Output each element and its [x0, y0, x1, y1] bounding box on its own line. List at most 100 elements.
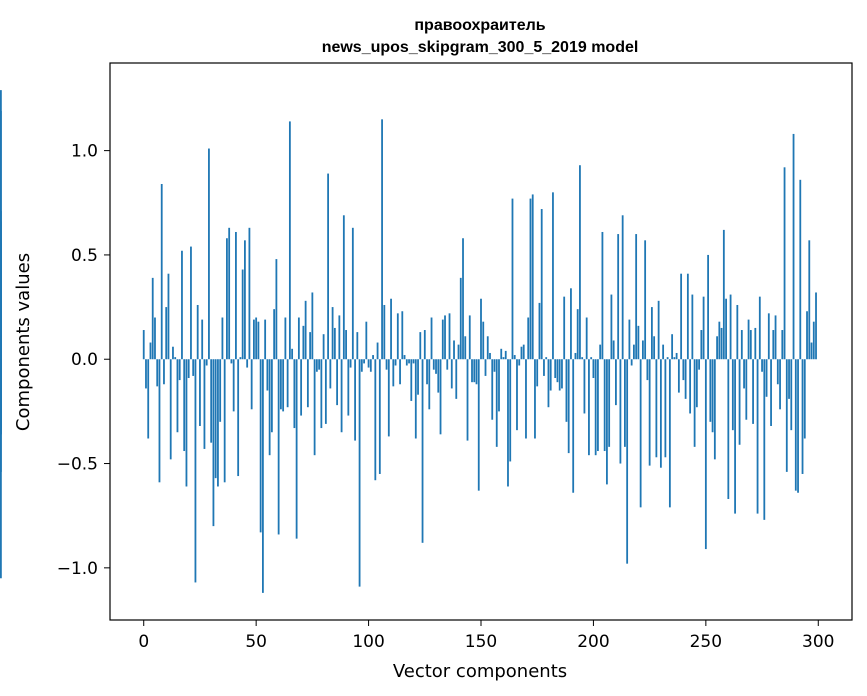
- bar-150: [480, 298, 482, 360]
- bar-80: [322, 334, 325, 360]
- bar-24: [196, 304, 199, 360]
- bar-233: [666, 357, 669, 360]
- bar-10: [165, 307, 168, 360]
- bar-31: [212, 359, 215, 527]
- bar-286: [785, 359, 788, 472]
- bar-92: [349, 359, 352, 368]
- bar-164: [511, 198, 514, 360]
- bar-242: [686, 273, 689, 360]
- bar-51: [257, 321, 260, 360]
- bar-220: [637, 325, 640, 360]
- bar-6: [156, 359, 159, 387]
- bar-95: [356, 332, 359, 360]
- bar-52: [259, 359, 262, 533]
- bar-251: [707, 254, 709, 360]
- bar-221: [639, 359, 642, 508]
- bar-87: [338, 315, 341, 360]
- bar-65: [288, 121, 291, 360]
- bar-82: [327, 173, 329, 360]
- bar-18: [183, 359, 186, 452]
- bar-327: [0, 336, 2, 360]
- bar-152: [484, 359, 487, 376]
- bar-272: [754, 327, 757, 360]
- bar-101: [369, 359, 372, 372]
- bar-138: [453, 340, 455, 360]
- bar-3: [149, 342, 152, 360]
- bar-76: [313, 359, 316, 456]
- bar-326: [0, 273, 2, 360]
- bar-196: [583, 359, 586, 414]
- bar-228: [655, 359, 658, 458]
- bar-89: [342, 215, 345, 360]
- bar-237: [675, 352, 678, 360]
- bar-91: [347, 359, 350, 416]
- bar-122: [417, 359, 419, 395]
- bar-54: [264, 319, 267, 360]
- bar-208: [610, 294, 613, 360]
- bar-154: [489, 352, 491, 360]
- bar-165: [513, 355, 516, 360]
- x-axis: 0 50 100 150 200 250 300: [138, 620, 834, 652]
- bar-213: [621, 215, 624, 360]
- bar-117: [405, 359, 408, 366]
- bar-224: [646, 359, 649, 381]
- bar-153: [486, 336, 489, 360]
- bar-77: [315, 359, 318, 372]
- bar-202: [597, 359, 599, 452]
- bar-248: [700, 330, 703, 360]
- bar-191: [572, 359, 575, 493]
- bar-20: [187, 359, 190, 379]
- bar-132: [439, 359, 442, 435]
- bar-227: [653, 336, 656, 360]
- bar-8: [160, 184, 163, 360]
- bar-127: [428, 359, 431, 410]
- bar-0: [142, 330, 145, 360]
- bar-7: [158, 359, 161, 483]
- bar-253: [711, 359, 714, 433]
- bar-167: [518, 359, 521, 366]
- bar-46: [246, 359, 249, 368]
- bar-200: [592, 359, 595, 379]
- bar-222: [641, 340, 644, 360]
- bar-105: [378, 359, 381, 474]
- bar-240: [682, 359, 685, 381]
- bar-261: [729, 294, 732, 360]
- bar-59: [275, 259, 278, 360]
- bar-96: [358, 359, 361, 587]
- bar-175: [536, 359, 539, 387]
- bar-108: [385, 359, 388, 370]
- bar-84: [331, 307, 334, 360]
- bar-260: [727, 359, 730, 499]
- bar-273: [756, 359, 759, 514]
- bar-104: [376, 342, 379, 360]
- bar-93: [351, 227, 354, 360]
- bar-58: [273, 309, 276, 360]
- bar-45: [244, 240, 246, 360]
- bar-141: [459, 277, 462, 360]
- bar-39: [230, 359, 233, 364]
- bar-120: [412, 359, 415, 364]
- bar-199: [590, 357, 593, 360]
- bar-281: [774, 315, 777, 360]
- bar-249: [702, 296, 705, 360]
- bar-263: [734, 359, 736, 514]
- bar-155: [491, 359, 494, 420]
- bar-130: [435, 359, 437, 374]
- bar-188: [565, 359, 568, 422]
- x-axis-label: Vector components: [393, 661, 567, 682]
- bar-86: [336, 359, 338, 406]
- bar-30: [210, 359, 213, 443]
- bar-276: [763, 359, 766, 520]
- bar-48: [250, 359, 253, 410]
- bar-293: [801, 359, 804, 474]
- bar-42: [237, 359, 240, 477]
- bar-71: [302, 325, 305, 360]
- bar-174: [534, 359, 536, 439]
- bar-41: [235, 231, 237, 360]
- x-tick-label-100: 100: [352, 632, 384, 652]
- bar-235: [671, 334, 674, 360]
- bar-182: [552, 192, 554, 360]
- bar-17: [181, 250, 183, 360]
- bar-230: [659, 359, 662, 468]
- bar-125: [423, 330, 426, 360]
